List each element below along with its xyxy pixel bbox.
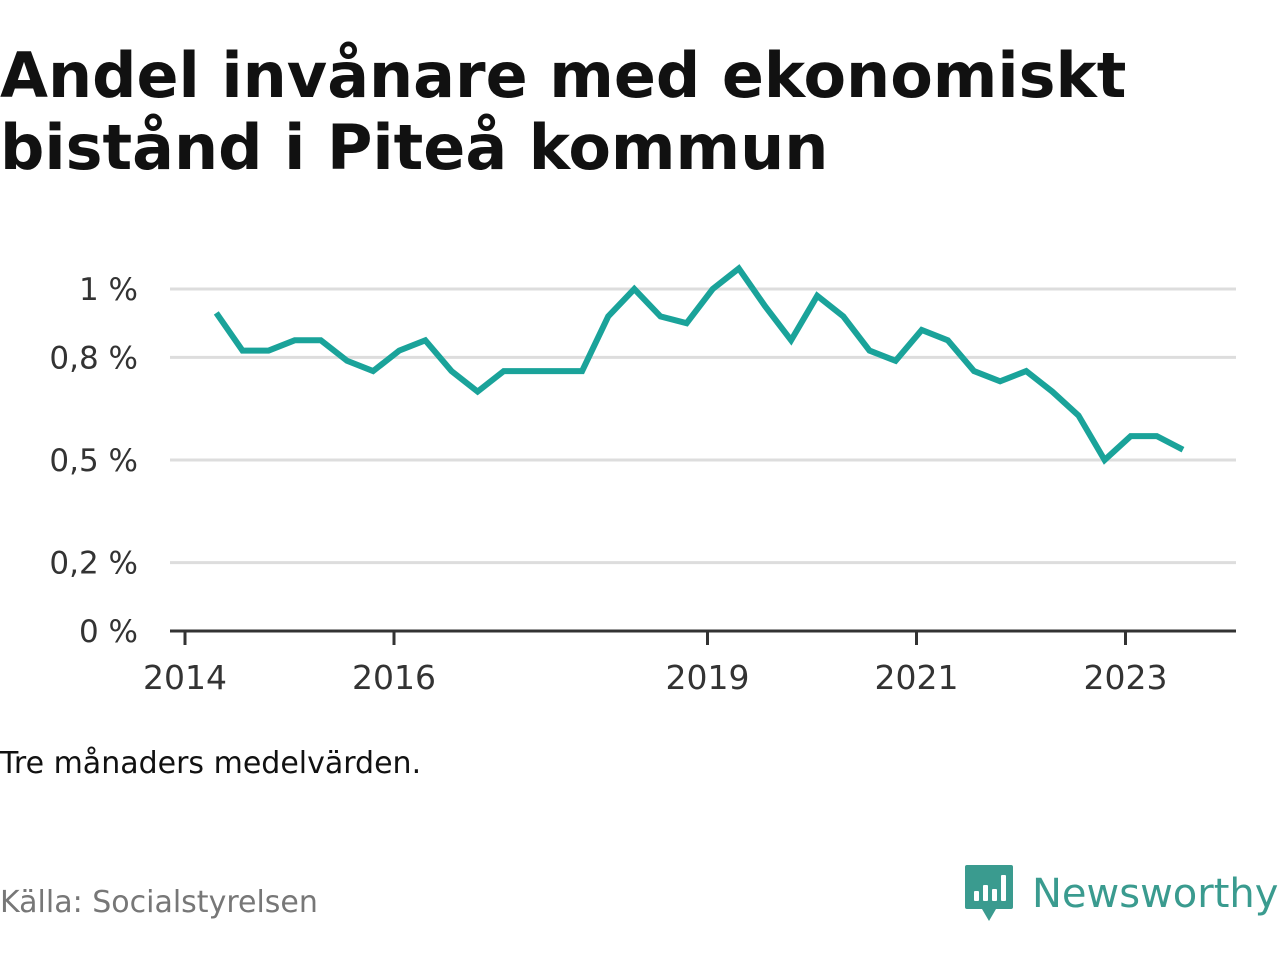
title-line-1: Andel invånare med ekonomiskt bbox=[0, 39, 1127, 112]
x-tick-label-4: 2023 bbox=[1084, 658, 1168, 697]
brand-logo: Newsworthy bbox=[964, 862, 1278, 926]
chart-title: Andel invånare med ekonomiskt bistånd i … bbox=[0, 40, 1270, 184]
y-tick-label-2: 0,5 % bbox=[49, 443, 138, 479]
x-tick-label-1: 2016 bbox=[352, 658, 436, 697]
chart-note: Tre månaders medelvärden. bbox=[0, 746, 422, 781]
x-tick-label-2: 2019 bbox=[666, 658, 750, 697]
x-tick-label-3: 2021 bbox=[875, 658, 959, 697]
y-tick-label-1: 0,2 % bbox=[49, 546, 138, 582]
series-line-0 bbox=[213, 264, 1185, 465]
line-chart: 0 % 0,2 % 0,5 % 0,8 % 1 % 2014 2016 2019 2021 202… bbox=[49, 264, 1236, 697]
newsworthy-logo-icon bbox=[965, 865, 1013, 921]
title-line-2: bistånd i Piteå kommun bbox=[0, 111, 829, 184]
y-tick-label-3: 0,8 % bbox=[49, 340, 138, 376]
source-text: Källa: Socialstyrelsen bbox=[0, 885, 318, 920]
y-tick-label-4: 1 % bbox=[79, 272, 138, 308]
brand-name: Newsworthy bbox=[1032, 871, 1279, 917]
x-tick-label-0: 2014 bbox=[143, 658, 227, 697]
y-tick-label-0: 0 % bbox=[79, 614, 138, 650]
